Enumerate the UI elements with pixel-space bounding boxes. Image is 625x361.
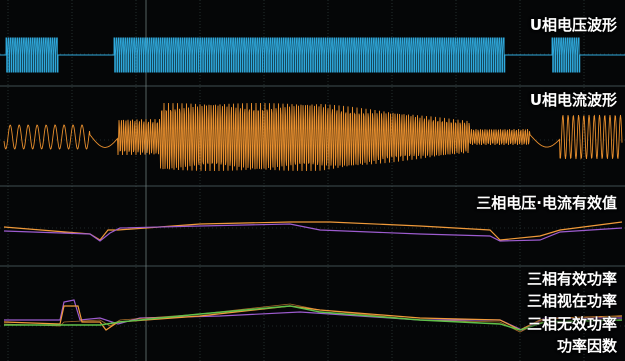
active-power-label: 三相有效功率: [526, 270, 617, 288]
reactive-power-trace: [3, 303, 623, 333]
current-waveform: [3, 102, 623, 172]
voltage-wave-label: U相电压波形: [529, 16, 617, 34]
voltage-waveform: [0, 37, 625, 73]
rms-trace-b: [3, 223, 623, 242]
reactive-power-label: 三相无效功率: [526, 315, 617, 333]
power-factor-trace: [4, 305, 623, 331]
current-wave-label: U相电流波形: [529, 91, 617, 109]
rms-trace-a: [3, 221, 623, 241]
active-power-trace: [3, 305, 623, 331]
apparent-power-label: 三相视在功率: [526, 292, 617, 310]
power-factor-label: 功率因数: [556, 337, 617, 355]
rms-label: 三相电压·电流有效值: [476, 194, 617, 212]
